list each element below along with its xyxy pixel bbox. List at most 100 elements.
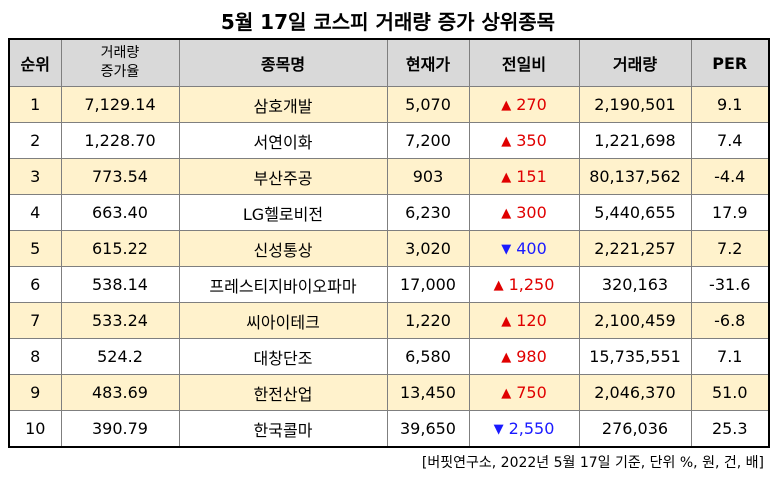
change-value: 980 xyxy=(516,347,547,366)
cell-per: -4.4 xyxy=(690,158,770,195)
arrow-up-icon: ▲ xyxy=(501,134,512,149)
header-name: 종목명 xyxy=(178,38,388,87)
table-row: 4 663.40 LG헬로비전 6,230 ▲ 300 5,440,655 17.9 xyxy=(8,194,770,231)
change-value: 2,550 xyxy=(508,419,555,438)
table-row: 2 1,228.70 서연이화 7,200 ▲ 350 1,221,698 7.4 xyxy=(8,122,770,159)
cell-price: 6,580 xyxy=(386,338,470,375)
cell-price: 7,200 xyxy=(386,122,470,159)
arrow-up-icon: ▲ xyxy=(501,386,512,401)
header-volume-increase-line1: 거래량 xyxy=(100,45,140,61)
cell-volume: 15,735,551 xyxy=(578,338,692,375)
header-rank: 순위 xyxy=(8,38,62,87)
cell-stock-name: 부산주공 xyxy=(178,158,388,195)
arrow-up-icon: ▲ xyxy=(493,278,504,293)
cell-change: ▲ 980 xyxy=(468,338,580,375)
arrow-up-icon: ▲ xyxy=(501,314,512,329)
cell-price: 903 xyxy=(386,158,470,195)
change-value: 151 xyxy=(516,167,547,186)
source-note: [버핏연구소, 2022년 5월 17일 기준, 단위 %, 원, 건, 배] xyxy=(421,455,764,471)
cell-price: 6,230 xyxy=(386,194,470,231)
arrow-up-icon: ▲ xyxy=(501,206,512,221)
cell-rank: 10 xyxy=(8,410,62,448)
cell-change: ▲ 120 xyxy=(468,302,580,339)
cell-change: ▲ 270 xyxy=(468,86,580,123)
change-value: 300 xyxy=(516,203,547,222)
cell-rank: 4 xyxy=(8,194,62,231)
cell-volume: 320,163 xyxy=(578,266,692,303)
change-value: 400 xyxy=(516,239,547,258)
cell-volume: 80,137,562 xyxy=(578,158,692,195)
cell-volume-increase: 533.24 xyxy=(60,302,180,339)
cell-price: 1,220 xyxy=(386,302,470,339)
cell-volume-increase: 538.14 xyxy=(60,266,180,303)
cell-volume-increase: 7,129.14 xyxy=(60,86,180,123)
cell-per: 7.2 xyxy=(690,230,770,267)
cell-volume: 276,036 xyxy=(578,410,692,448)
cell-per: 7.4 xyxy=(690,122,770,159)
table-row: 6 538.14 프레스티지바이오파마 17,000 ▲ 1,250 320,163 -31.… xyxy=(8,266,770,303)
table-row: 10 390.79 한국콜마 39,650 ▼ 2,550 276,036 25.3 xyxy=(8,410,770,448)
cell-price: 13,450 xyxy=(386,374,470,411)
cell-volume: 1,221,698 xyxy=(578,122,692,159)
cell-change: ▲ 151 xyxy=(468,158,580,195)
cell-per: -6.8 xyxy=(690,302,770,339)
stock-table: 순위 거래량 증가율 종목명 현재가 전일비 거래량 PER 1 7,129.14… xyxy=(8,38,770,448)
cell-stock-name: 삼호개발 xyxy=(178,86,388,123)
cell-rank: 9 xyxy=(8,374,62,411)
cell-price: 39,650 xyxy=(386,410,470,448)
change-value: 270 xyxy=(516,95,547,114)
cell-volume-increase: 390.79 xyxy=(60,410,180,448)
cell-rank: 1 xyxy=(8,86,62,123)
cell-rank: 3 xyxy=(8,158,62,195)
change-value: 350 xyxy=(516,131,547,150)
cell-stock-name: 대창단조 xyxy=(178,338,388,375)
cell-stock-name: 서연이화 xyxy=(178,122,388,159)
cell-stock-name: 씨아이테크 xyxy=(178,302,388,339)
header-per: PER xyxy=(690,38,770,87)
cell-volume-increase: 615.22 xyxy=(60,230,180,267)
header-volume-increase: 거래량 증가율 xyxy=(60,38,180,87)
cell-stock-name: LG헬로비전 xyxy=(178,194,388,231)
cell-change: ▲ 1,250 xyxy=(468,266,580,303)
cell-volume-increase: 524.2 xyxy=(60,338,180,375)
change-value: 750 xyxy=(516,383,547,402)
cell-change: ▼ 2,550 xyxy=(468,410,580,448)
header-row: 순위 거래량 증가율 종목명 현재가 전일비 거래량 PER xyxy=(8,38,770,87)
header-price: 현재가 xyxy=(386,38,470,87)
cell-volume-increase: 773.54 xyxy=(60,158,180,195)
cell-volume: 2,190,501 xyxy=(578,86,692,123)
cell-change: ▲ 300 xyxy=(468,194,580,231)
cell-volume: 2,100,459 xyxy=(578,302,692,339)
cell-per: 7.1 xyxy=(690,338,770,375)
cell-per: -31.6 xyxy=(690,266,770,303)
cell-volume: 2,046,370 xyxy=(578,374,692,411)
cell-stock-name: 프레스티지바이오파마 xyxy=(178,266,388,303)
table-row: 1 7,129.14 삼호개발 5,070 ▲ 270 2,190,501 9.1 xyxy=(8,86,770,123)
table-row: 9 483.69 한전산업 13,450 ▲ 750 2,046,370 51.0 xyxy=(8,374,770,411)
cell-price: 5,070 xyxy=(386,86,470,123)
change-value: 1,250 xyxy=(508,275,555,294)
table-body: 1 7,129.14 삼호개발 5,070 ▲ 270 2,190,501 9.1 2 1,228… xyxy=(8,86,770,448)
change-value: 120 xyxy=(516,311,547,330)
cell-change: ▲ 350 xyxy=(468,122,580,159)
header-volume: 거래량 xyxy=(578,38,692,87)
arrow-up-icon: ▲ xyxy=(501,98,512,113)
cell-volume-increase: 483.69 xyxy=(60,374,180,411)
arrow-up-icon: ▲ xyxy=(501,170,512,185)
table-row: 7 533.24 씨아이테크 1,220 ▲ 120 2,100,459 -6.8 xyxy=(8,302,770,339)
arrow-down-icon: ▼ xyxy=(501,242,512,257)
cell-rank: 5 xyxy=(8,230,62,267)
cell-volume-increase: 663.40 xyxy=(60,194,180,231)
cell-stock-name: 한국콜마 xyxy=(178,410,388,448)
cell-stock-name: 신성통상 xyxy=(178,230,388,267)
cell-rank: 7 xyxy=(8,302,62,339)
header-change: 전일비 xyxy=(468,38,580,87)
cell-rank: 2 xyxy=(8,122,62,159)
cell-price: 17,000 xyxy=(386,266,470,303)
cell-per: 51.0 xyxy=(690,374,770,411)
table-row: 5 615.22 신성통상 3,020 ▼ 400 2,221,257 7.2 xyxy=(8,230,770,267)
cell-stock-name: 한전산업 xyxy=(178,374,388,411)
header-volume-increase-line2: 증가율 xyxy=(100,64,140,80)
cell-per: 9.1 xyxy=(690,86,770,123)
cell-per: 17.9 xyxy=(690,194,770,231)
